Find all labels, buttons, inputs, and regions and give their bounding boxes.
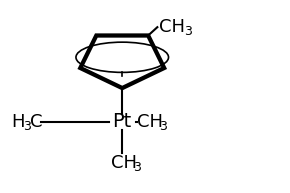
Text: 3: 3 (184, 25, 192, 38)
Polygon shape (80, 36, 164, 88)
Text: 3: 3 (133, 161, 141, 174)
Text: C: C (30, 113, 42, 131)
Text: CH: CH (137, 113, 163, 131)
Text: 3: 3 (23, 120, 31, 133)
Text: CH: CH (111, 154, 137, 172)
Text: CH: CH (159, 18, 185, 36)
Text: H: H (11, 113, 25, 131)
Text: Pt: Pt (113, 112, 132, 131)
Text: 3: 3 (159, 120, 167, 133)
